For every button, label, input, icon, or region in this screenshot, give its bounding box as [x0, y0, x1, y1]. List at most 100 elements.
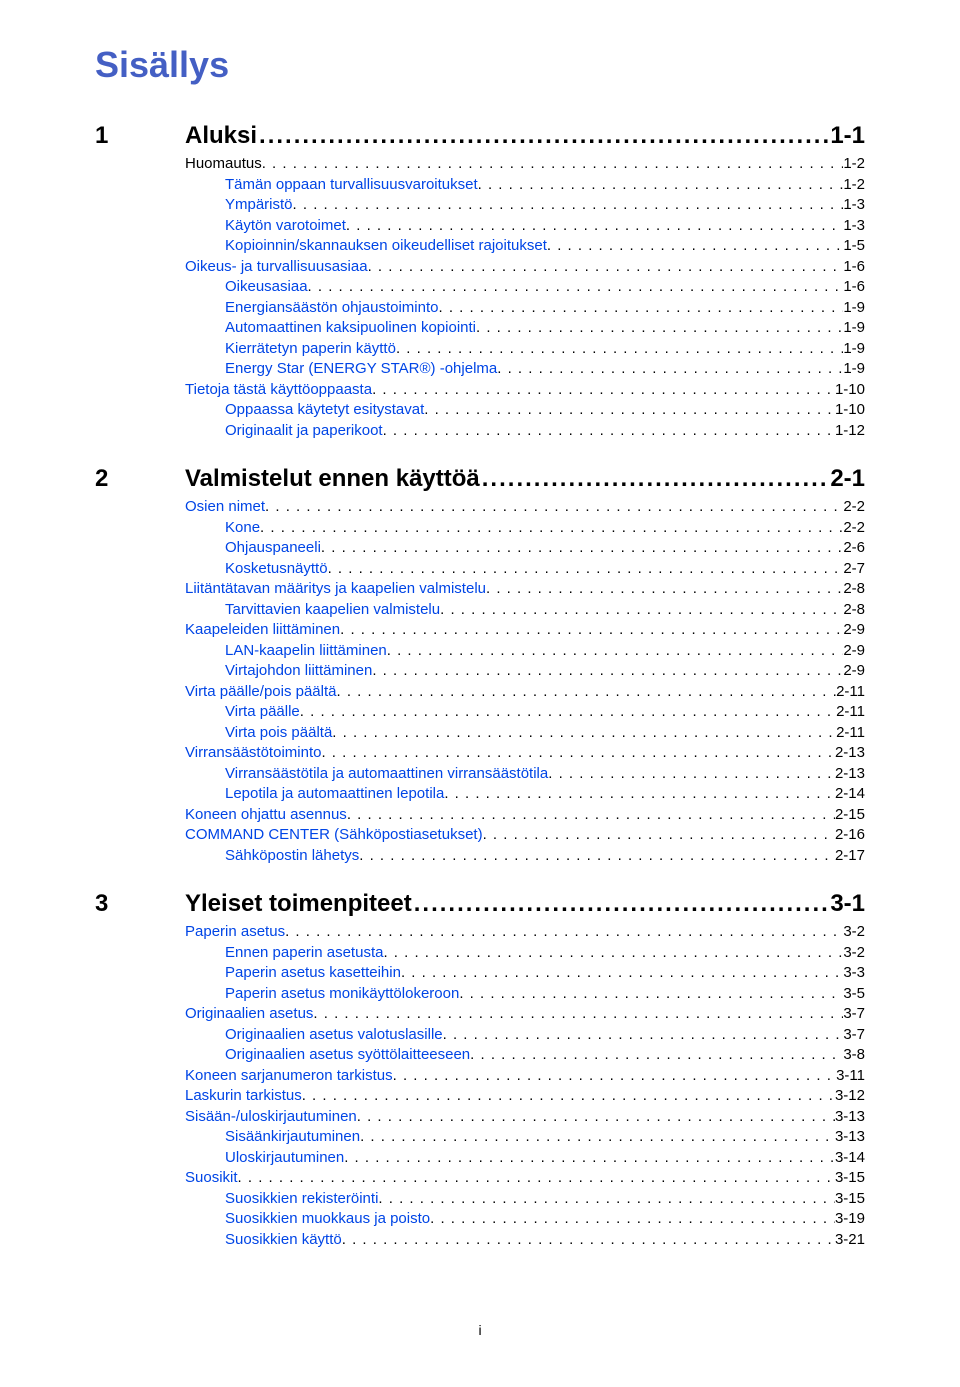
toc-entry-page[interactable]: 3-21 — [835, 1230, 865, 1251]
toc-entry-page[interactable]: 3-2 — [843, 943, 865, 964]
toc-entry-page[interactable]: 2-13 — [835, 764, 865, 785]
toc-entry-page[interactable]: 3-15 — [835, 1168, 865, 1189]
toc-entry-page[interactable]: 2-11 — [836, 682, 865, 703]
toc-entry-label[interactable]: Liitäntätavan määritys ja kaapelien valm… — [185, 579, 486, 600]
toc-entry-page[interactable]: 1-10 — [835, 380, 865, 401]
toc-entry-label[interactable]: Suosikkien rekisteröinti — [225, 1189, 378, 1210]
toc-entry-page[interactable]: 1-9 — [843, 339, 865, 360]
toc-entry-label[interactable]: Ennen paperin asetusta — [225, 943, 383, 964]
toc-entry-label[interactable]: Oppaassa käytetyt esitystavat — [225, 400, 424, 421]
chapter-title[interactable]: Yleiset toimenpiteet — [185, 890, 412, 918]
toc-entry-page[interactable]: 1-3 — [843, 216, 865, 237]
toc-entry-page[interactable]: 1-10 — [835, 400, 865, 421]
toc-entry-page[interactable]: 2-9 — [843, 620, 865, 641]
chapter-page-number[interactable]: 2-1 — [830, 465, 865, 493]
toc-entry-label[interactable]: Virta pois päältä — [225, 723, 332, 744]
toc-entry-label[interactable]: Koneen sarjanumeron tarkistus — [185, 1066, 393, 1087]
toc-entry-label[interactable]: Oikeusasiaa — [225, 277, 308, 298]
toc-entry-label[interactable]: Virransäästötoiminto — [185, 743, 321, 764]
chapter-title[interactable]: Aluksi — [185, 122, 257, 150]
toc-entry-page[interactable]: 2-9 — [843, 641, 865, 662]
toc-entry-label[interactable]: Kone — [225, 518, 260, 539]
toc-entry-page[interactable]: 1-5 — [843, 236, 865, 257]
toc-entry-page[interactable]: 2-13 — [835, 743, 865, 764]
toc-entry-page[interactable]: 2-6 — [843, 538, 865, 559]
toc-entry-label[interactable]: Sähköpostin lähetys — [225, 846, 359, 867]
toc-entry-label[interactable]: Kaapeleiden liittäminen — [185, 620, 340, 641]
toc-entry-page[interactable]: 2-11 — [836, 723, 865, 744]
toc-entry-label[interactable]: Sisään-/uloskirjautuminen — [185, 1107, 357, 1128]
toc-entry-label[interactable]: Koneen ohjattu asennus — [185, 805, 347, 826]
toc-entry-page[interactable]: 3-12 — [835, 1086, 865, 1107]
toc-entry-page[interactable]: 2-8 — [843, 600, 865, 621]
toc-entry-label[interactable]: Virtajohdon liittäminen — [225, 661, 372, 682]
toc-entry-page[interactable]: 2-17 — [835, 846, 865, 867]
toc-entry-page[interactable]: 3-7 — [843, 1025, 865, 1046]
toc-entry-page[interactable]: 3-15 — [835, 1189, 865, 1210]
chapter-title[interactable]: Valmistelut ennen käyttöä — [185, 465, 480, 493]
toc-entry-page[interactable]: 3-19 — [835, 1209, 865, 1230]
toc-entry-label[interactable]: Energy Star (ENERGY STAR®) -ohjelma — [225, 359, 497, 380]
toc-entry-page[interactable]: 1-9 — [843, 318, 865, 339]
toc-entry-label[interactable]: Originaalien asetus valotuslasille — [225, 1025, 443, 1046]
toc-entry-page[interactable]: 3-11 — [836, 1066, 865, 1087]
toc-entry-label[interactable]: Sisäänkirjautuminen — [225, 1127, 360, 1148]
toc-entry-label[interactable]: Originaalien asetus — [185, 1004, 313, 1025]
toc-entry-label[interactable]: Energiansäästön ohjaustoiminto — [225, 298, 438, 319]
chapter-page-number[interactable]: 1-1 — [830, 122, 865, 150]
toc-entry-label[interactable]: Tarvittavien kaapelien valmistelu — [225, 600, 440, 621]
toc-entry-page[interactable]: 1-6 — [843, 257, 865, 278]
toc-entry-label[interactable]: Laskurin tarkistus — [185, 1086, 302, 1107]
toc-entry-page[interactable]: 2-9 — [843, 661, 865, 682]
toc-entry-label[interactable]: Uloskirjautuminen — [225, 1148, 344, 1169]
toc-entry-label[interactable]: Tämän oppaan turvallisuusvaroitukset — [225, 175, 478, 196]
toc-entry-label[interactable]: Suosikit — [185, 1168, 238, 1189]
toc-entry-page[interactable]: 1-9 — [843, 298, 865, 319]
toc-entry-page[interactable]: 2-16 — [835, 825, 865, 846]
toc-entry-label[interactable]: Virta päälle — [225, 702, 300, 723]
toc-entry-label[interactable]: COMMAND CENTER (Sähköpostiasetukset) — [185, 825, 483, 846]
toc-entry-label[interactable]: Tietoja tästä käyttöoppaasta — [185, 380, 372, 401]
toc-entry-label[interactable]: Originaalit ja paperikoot — [225, 421, 383, 442]
toc-entry-label[interactable]: Suosikkien käyttö — [225, 1230, 342, 1251]
toc-entry-page[interactable]: 3-3 — [843, 963, 865, 984]
toc-entry-page[interactable]: 3-8 — [843, 1045, 865, 1066]
toc-entry-label[interactable]: Automaattinen kaksipuolinen kopiointi — [225, 318, 476, 339]
toc-entry-page[interactable]: 3-13 — [835, 1107, 865, 1128]
toc-entry-label[interactable]: Paperin asetus — [185, 922, 285, 943]
toc-entry-page[interactable]: 1-3 — [843, 195, 865, 216]
toc-entry-label[interactable]: Kosketusnäyttö — [225, 559, 328, 580]
toc-entry-label[interactable]: Ympäristö — [225, 195, 293, 216]
toc-entry-page[interactable]: 2-2 — [843, 518, 865, 539]
chapter-page-number[interactable]: 3-1 — [830, 890, 865, 918]
toc-entry-label[interactable]: Suosikkien muokkaus ja poisto — [225, 1209, 430, 1230]
toc-entry-label[interactable]: Virta päälle/pois päältä — [185, 682, 337, 703]
toc-entry-page[interactable]: 3-14 — [835, 1148, 865, 1169]
toc-entry-page[interactable]: 2-11 — [836, 702, 865, 723]
toc-entry-page[interactable]: 2-7 — [843, 559, 865, 580]
toc-entry-label[interactable]: LAN-kaapelin liittäminen — [225, 641, 387, 662]
toc-entry-label[interactable]: Virransäästötila ja automaattinen virran… — [225, 764, 548, 785]
toc-entry-label[interactable]: Kierrätetyn paperin käyttö — [225, 339, 396, 360]
toc-entry-page[interactable]: 1-12 — [835, 421, 865, 442]
toc-entry-page[interactable]: 3-2 — [843, 922, 865, 943]
toc-entry-page[interactable]: 3-5 — [843, 984, 865, 1005]
toc-entry-label[interactable]: Originaalien asetus syöttölaitteeseen — [225, 1045, 470, 1066]
toc-entry-page[interactable]: 3-13 — [835, 1127, 865, 1148]
toc-entry-label[interactable]: Ohjauspaneeli — [225, 538, 321, 559]
toc-entry-page[interactable]: 1-6 — [843, 277, 865, 298]
toc-entry-label[interactable]: Kopioinnin/skannauksen oikeudelliset raj… — [225, 236, 547, 257]
toc-entry-label[interactable]: Lepotila ja automaattinen lepotila — [225, 784, 444, 805]
toc-entry-page[interactable]: 2-14 — [835, 784, 865, 805]
toc-entry-page[interactable]: 2-15 — [835, 805, 865, 826]
toc-entry-page[interactable]: 2-8 — [843, 579, 865, 600]
toc-entry-page[interactable]: 2-2 — [843, 497, 865, 518]
toc-entry-label[interactable]: Paperin asetus monikäyttölokeroon — [225, 984, 459, 1005]
toc-entry-label[interactable]: Paperin asetus kasetteihin — [225, 963, 401, 984]
toc-entry-page[interactable]: 1-2 — [843, 175, 865, 196]
toc-entry-page[interactable]: 3-7 — [843, 1004, 865, 1025]
toc-entry-label[interactable]: Oikeus- ja turvallisuusasiaa — [185, 257, 368, 278]
toc-entry-page[interactable]: 1-9 — [843, 359, 865, 380]
toc-entry-label[interactable]: Osien nimet — [185, 497, 265, 518]
toc-entry-label[interactable]: Käytön varotoimet — [225, 216, 346, 237]
